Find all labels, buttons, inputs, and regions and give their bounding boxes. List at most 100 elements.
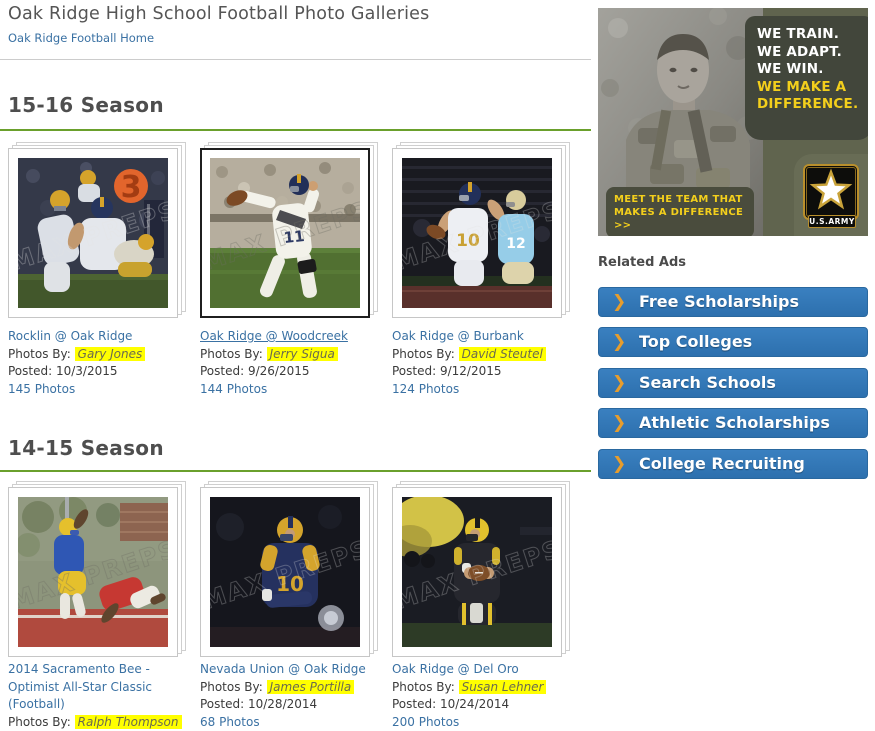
- gallery-caption: 2014 Sacramento Bee - Optimist All-Star …: [8, 661, 192, 731]
- chevron-right-icon: ❯: [612, 413, 627, 433]
- gallery-title-link[interactable]: Nevada Union @ Oak Ridge: [200, 662, 366, 676]
- gallery-card: MAX PREPS: [392, 481, 570, 659]
- ad-line: DIFFERENCE.: [757, 96, 859, 112]
- byline: Photos By: Gary Jones: [8, 346, 192, 364]
- content-divider: [0, 59, 591, 60]
- gallery-title-link[interactable]: Oak Ridge @ Del Oro: [392, 662, 519, 676]
- army-ad-banner[interactable]: WE TRAIN. WE ADAPT. WE WIN. WE MAKE A DI…: [598, 8, 868, 236]
- gallery-card: 10 12 MAX PREPS: [392, 142, 570, 320]
- orange-banner: [114, 169, 148, 203]
- photo-count-link[interactable]: 68 Photos: [200, 714, 260, 729]
- byline: Photos By: Jerry Sigua: [200, 346, 384, 364]
- jersey-number: 10: [456, 231, 480, 251]
- related-ad-label: Search Schools: [639, 373, 776, 392]
- gallery-title-link[interactable]: Rocklin @ Oak Ridge: [8, 329, 133, 343]
- related-ad-athletic-scholarships[interactable]: ❯ Athletic Scholarships: [598, 408, 868, 438]
- photographer-name: Susan Lehner: [458, 679, 547, 694]
- byline: Photos By: Susan Lehner: [392, 679, 576, 697]
- home-link[interactable]: Oak Ridge Football Home: [8, 31, 155, 45]
- gallery-card: 3 MAX PREPS: [8, 142, 186, 320]
- football: [426, 224, 446, 240]
- army-logo-label: U.S.ARMY: [808, 215, 856, 228]
- ad-line: WE WIN.: [757, 61, 824, 77]
- gallery-thumbnail-link[interactable]: MAX PREPS: [8, 487, 178, 657]
- posted-date: 9/12/2015: [439, 364, 502, 378]
- posted-line: Posted: 10/24/2014: [392, 696, 576, 714]
- helmet: [91, 197, 113, 219]
- photo-count-link[interactable]: 124 Photos: [392, 381, 460, 396]
- chevron-right-icon: ❯: [612, 292, 627, 312]
- related-ad-label: College Recruiting: [639, 454, 805, 473]
- ad-message-box: WE TRAIN. WE ADAPT. WE WIN. WE MAKE A DI…: [745, 16, 868, 140]
- gallery-thumbnail-link[interactable]: 3 MAX PREPS: [8, 148, 178, 318]
- helmet: [50, 190, 70, 210]
- related-ad-top-colleges[interactable]: ❯ Top Colleges: [598, 327, 868, 357]
- photos-by-label: Photos By:: [200, 346, 263, 361]
- byline: Photos By: James Portilla: [200, 679, 384, 697]
- posted-date: 9/26/2015: [247, 364, 310, 378]
- season-heading-15-16: 15-16 Season: [8, 93, 164, 117]
- army-logo: [803, 164, 859, 220]
- related-ad-search-schools[interactable]: ❯ Search Schools: [598, 368, 868, 398]
- posted-line: Posted: 9/26/2015: [200, 363, 384, 381]
- photo-count-link[interactable]: 144 Photos: [200, 381, 268, 396]
- related-ad-label: Top Colleges: [639, 332, 753, 351]
- gallery-thumbnail-link[interactable]: 10 MAX PREPS: [200, 487, 370, 657]
- photographer-name: Ralph Thompson: [74, 714, 182, 729]
- jersey-number: 11: [283, 227, 306, 247]
- gallery-title-link[interactable]: Oak Ridge @ Burbank: [392, 329, 524, 343]
- posted-date: 10/28/2014: [247, 697, 318, 711]
- knee-brace: [297, 259, 317, 274]
- gallery-thumbnail-link[interactable]: 10 12 MAX PREPS: [392, 148, 562, 318]
- gallery-caption: Oak Ridge @ Del Oro Photos By: Susan Leh…: [392, 661, 576, 731]
- gallery-photo-rocklin: 3 MAX PREPS: [18, 158, 168, 308]
- army-star-icon: [809, 168, 853, 210]
- posted-label: Posted:: [200, 697, 245, 711]
- photographer-name: Gary Jones: [74, 346, 146, 361]
- gallery-thumbnail-link[interactable]: 11 MAX PREPS: [200, 148, 370, 318]
- photographer-name: James Portilla: [266, 679, 355, 694]
- photographer-name: Jerry Sigua: [266, 346, 338, 361]
- page-title: Oak Ridge High School Football Photo Gal…: [8, 4, 430, 24]
- related-ads-heading: Related Ads: [598, 255, 687, 270]
- army-logo-tab: U.S.ARMY: [794, 154, 868, 236]
- gallery-card: MAX PREPS: [8, 481, 186, 659]
- season-rule: [0, 129, 591, 131]
- chevron-right-icon: ❯: [612, 373, 627, 393]
- photos-by-label: Photos By:: [392, 346, 455, 361]
- gallery-card-hovered: 11 MAX PREPS: [200, 142, 378, 320]
- related-ad-free-scholarships[interactable]: ❯ Free Scholarships: [598, 287, 868, 317]
- gallery-title-link[interactable]: 2014 Sacramento Bee - Optimist All-Star …: [8, 662, 153, 711]
- banner-number: 3: [121, 170, 142, 205]
- chevron-right-icon: ❯: [612, 454, 627, 474]
- gallery-title-link[interactable]: Oak Ridge @ Woodcreek: [200, 329, 348, 343]
- gallery-caption: Nevada Union @ Oak Ridge Photos By: Jame…: [200, 661, 384, 731]
- gallery-caption: Oak Ridge @ Burbank Photos By: David Ste…: [392, 328, 576, 398]
- posted-label: Posted:: [200, 364, 245, 378]
- season-rule: [0, 470, 591, 472]
- related-ad-label: Free Scholarships: [639, 292, 800, 311]
- gallery-thumbnail-link[interactable]: MAX PREPS: [392, 487, 562, 657]
- gallery-caption: Oak Ridge @ Woodcreek Photos By: Jerry S…: [200, 328, 384, 398]
- gallery-photo-woodcreek: 11 MAX PREPS: [210, 158, 360, 308]
- posted-label: Posted:: [8, 364, 53, 378]
- posted-date: 10/3/2015: [55, 364, 118, 378]
- byline: Photos By: Ralph Thompson: [8, 714, 192, 731]
- photo-count-link[interactable]: 145 Photos: [8, 381, 76, 396]
- posted-line: Posted: 10/3/2015: [8, 363, 192, 381]
- ad-cta[interactable]: MEET THE TEAM THAT MAKES A DIFFERENCE >>: [606, 187, 754, 236]
- ad-line: WE MAKE A: [757, 78, 847, 95]
- related-ad-college-recruiting[interactable]: ❯ College Recruiting: [598, 449, 868, 479]
- photos-by-label: Photos By:: [200, 679, 263, 694]
- gallery-photo-del-oro: MAX PREPS: [402, 497, 552, 647]
- gallery-card: 10 MAX PREPS: [200, 481, 378, 659]
- photos-by-label: Photos By:: [392, 679, 455, 694]
- byline: Photos By: David Steutel: [392, 346, 576, 364]
- season-heading-14-15: 14-15 Season: [8, 436, 164, 460]
- gallery-photo-sacbee: MAX PREPS: [18, 497, 168, 647]
- ad-line: WE ADAPT.: [757, 43, 842, 60]
- defender-number: 12: [506, 236, 525, 252]
- posted-line: Posted: 10/28/2014: [200, 696, 384, 714]
- photo-count-link[interactable]: 200 Photos: [392, 714, 460, 729]
- gallery-photo-burbank: 10 12 MAX PREPS: [402, 158, 552, 308]
